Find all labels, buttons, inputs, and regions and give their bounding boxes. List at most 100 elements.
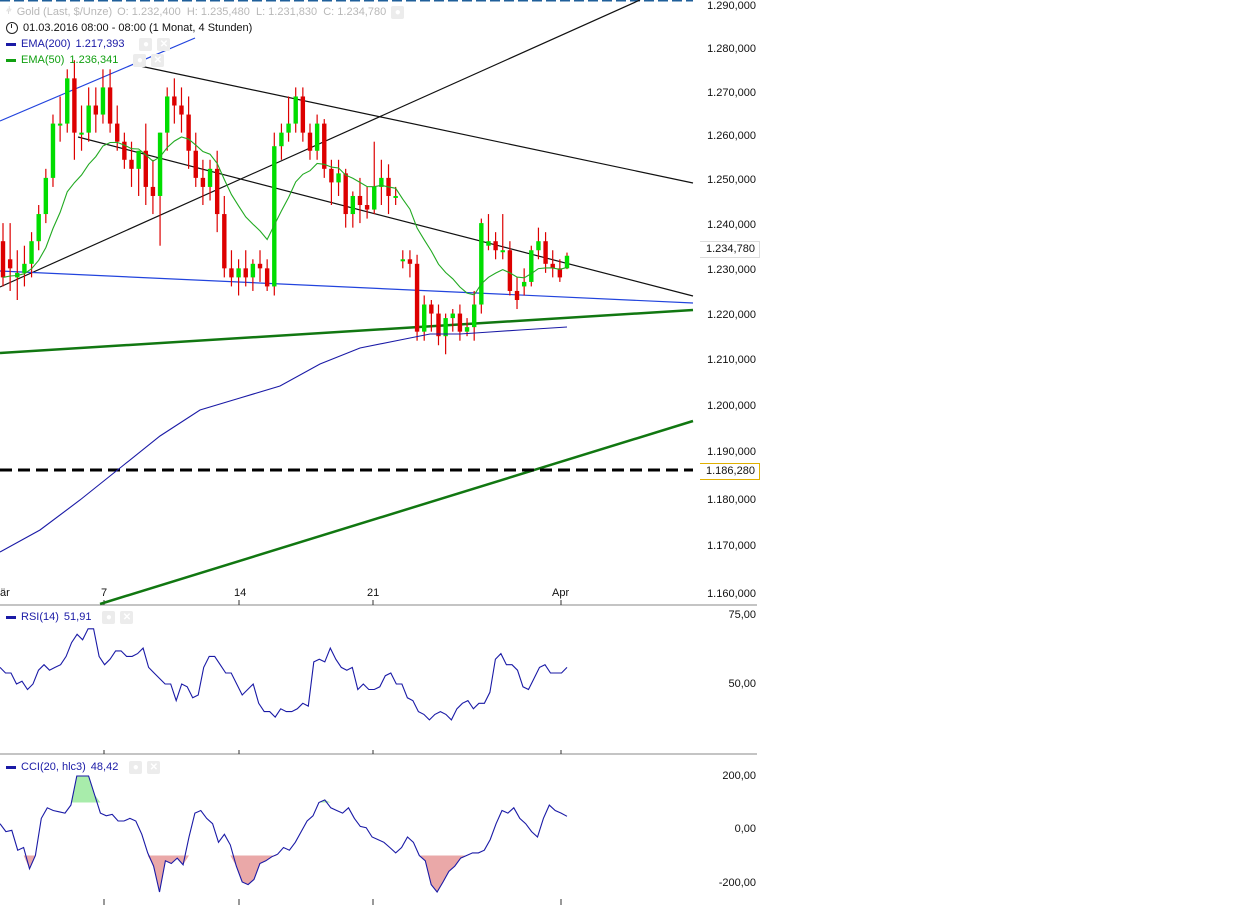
candle-up [86,105,91,133]
time-tick: Apr [552,587,570,599]
candle-down [429,304,434,314]
cci-overbought-fill [0,776,567,803]
candle-down [179,105,184,115]
rsi-tick: 75,00 [728,609,756,621]
trendline-blue-upper [0,37,196,122]
trendline-green-support [0,308,694,355]
candle-up [79,132,84,135]
trendline-upper-channel [139,65,694,184]
level-price-flag: 1.186,280 [700,463,760,480]
price-tick: 1.240,000 [707,219,756,231]
candle-up [286,123,291,133]
candle-down [264,268,270,287]
candle-up [250,263,256,278]
ema50-value: 1.236,341 [69,54,119,66]
cci-swatch [6,765,16,769]
price-tick: 1.230,000 [707,264,756,276]
candle-down [93,105,99,115]
date-range-row: 01.03.2016 08:00 - 08:00 (1 Monat, 4 Stu… [6,20,252,36]
ema200-legend: EMA(200) 1.217,393 ● ✕ [6,36,171,52]
cci-value: 48,42 [90,761,119,773]
candle-up [521,281,527,287]
candle-down [193,150,198,178]
candle-up [443,318,448,337]
candle-down [557,268,563,278]
candle-up [165,96,170,133]
close-icon[interactable]: ✕ [151,53,165,67]
candle-up [379,177,384,187]
candle-down [493,241,498,251]
candle-up [314,123,320,151]
candle-down [115,123,120,142]
candle-down [186,114,191,151]
candle-down [514,290,520,300]
candle-down [129,159,134,169]
candle-up [36,214,41,242]
rsi-label: RSI(14) [21,611,59,623]
ema50-legend: EMA(50) 1.236,341 ● ✕ [6,52,165,68]
price-tick: 1.220,000 [707,309,756,321]
candle-down [200,177,206,187]
close-icon[interactable]: ✕ [157,37,171,51]
cci-label: CCI(20, hlc3) [21,761,86,773]
candle-up [22,263,27,273]
rsi-swatch [6,615,16,619]
candle-down [229,268,234,278]
candle-down [364,205,370,210]
candle-down [107,87,113,124]
trendline-lower-channel [77,136,694,297]
rsi-line [0,628,568,721]
time-tick: 21 [367,587,380,599]
price-tick: 1.280,000 [707,43,756,55]
trendline-blue-support [0,270,694,304]
candle-up [136,150,141,169]
gear-icon[interactable]: ● [391,5,405,19]
trendline-ascending [0,0,641,288]
candle-up [350,195,356,215]
gear-icon[interactable]: ● [129,760,143,774]
cci-tick: 0,00 [734,823,756,835]
time-tick: 7 [101,587,108,599]
ema50-label: EMA(50) [21,54,65,66]
candle-up [471,304,477,328]
candle-up [293,96,298,124]
candle-down [329,168,334,183]
candle-up [393,195,398,198]
candle-up [450,313,455,319]
candle-up [57,123,63,126]
gear-icon[interactable]: ● [102,610,116,624]
candle-up [272,146,277,287]
cci-oversold-fill [0,855,567,892]
candle-up [479,223,484,305]
candle-up [157,132,163,196]
close-icon[interactable]: ✕ [147,760,161,774]
instrument-header: ⫩ Gold (Last, $/Unze) O: 1.232,400 H: 1.… [6,4,405,20]
candle-down [414,263,420,332]
gear-icon[interactable]: ● [139,37,153,51]
candle-up [422,304,427,332]
candle-up [50,123,56,178]
candle-down [507,250,513,291]
clock-icon [6,22,18,34]
candle-up [372,186,377,210]
close-icon[interactable]: ✕ [120,610,134,624]
candle-down [550,263,555,269]
ema50-swatch [6,58,16,62]
last-price-flag: 1.234,780 [700,241,760,258]
candle-down [7,259,13,269]
candle-up [43,177,49,215]
candle-down [543,241,548,264]
instrument-title: Gold (Last, $/Unze) [16,6,113,18]
candle-up [500,250,505,253]
candle-up [100,87,106,115]
candle-down [407,259,413,264]
price-tick: 1.210,000 [707,354,756,366]
price-tick: 1.160,000 [707,588,756,600]
rsi-legend: RSI(14) 51,91 ● ✕ [6,609,134,625]
gear-icon[interactable]: ● [133,53,147,67]
cci-line [0,775,568,893]
candle-up [236,268,241,278]
time-tick: är [0,587,10,599]
ema200-line [0,326,568,553]
